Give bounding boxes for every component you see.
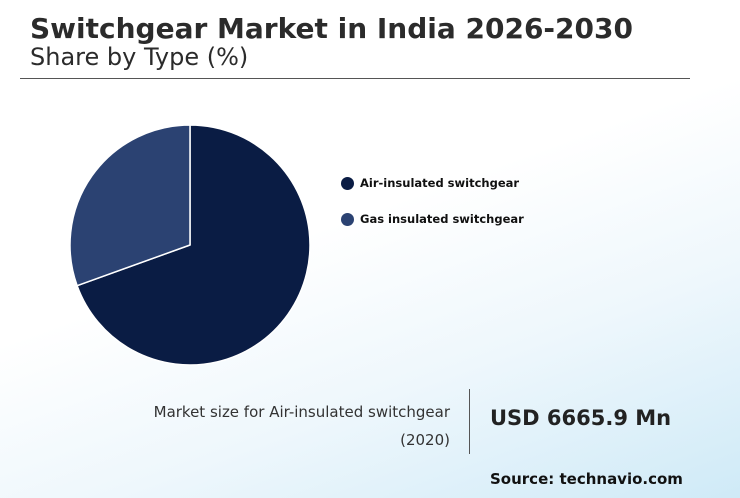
pie-chart [69, 124, 311, 366]
legend-label-gas-insulated: Gas insulated switchgear [360, 212, 524, 226]
title-divider [20, 78, 690, 79]
market-size-label: Market size for Air-insulated switchgear… [110, 398, 450, 454]
legend-item-gas-insulated: Gas insulated switchgear [341, 211, 524, 227]
chart-title: Switchgear Market in India 2026-2030 [30, 12, 633, 45]
chart-subtitle: Share by Type (%) [30, 43, 249, 71]
pie-slice-gas-insulated [69, 124, 191, 287]
chart-legend: Air-insulated switchgear Gas insulated s… [341, 175, 524, 247]
market-size-label-line1: Market size for Air-insulated switchgear [153, 403, 450, 421]
legend-label-air-insulated: Air-insulated switchgear [360, 176, 520, 190]
pie-slice-air-insulated [76, 124, 311, 366]
market-size-value: USD 6665.9 Mn [490, 406, 672, 430]
legend-swatch-air-insulated [341, 176, 354, 190]
legend-swatch-gas-insulated [341, 212, 354, 226]
legend-item-air-insulated: Air-insulated switchgear [341, 175, 524, 191]
market-size-label-line2: (2020) [400, 431, 450, 449]
source-credit: Source: technavio.com [490, 470, 683, 488]
market-size-divider [469, 389, 470, 454]
